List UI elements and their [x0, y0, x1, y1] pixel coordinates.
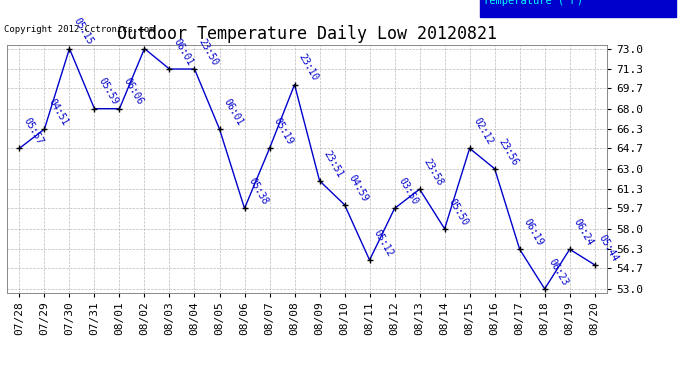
Text: 04:51: 04:51: [46, 97, 70, 127]
Text: 05:44: 05:44: [597, 232, 620, 263]
Text: Temperature (°F): Temperature (°F): [483, 0, 583, 6]
Text: 06:01: 06:01: [221, 97, 245, 127]
Text: 23:51: 23:51: [322, 148, 345, 179]
Text: 06:24: 06:24: [572, 217, 595, 248]
Text: 05:12: 05:12: [372, 228, 395, 258]
Text: 04:59: 04:59: [346, 172, 370, 203]
Text: 06:06: 06:06: [121, 76, 145, 107]
Text: 05:15: 05:15: [72, 16, 95, 47]
Text: 23:58: 23:58: [422, 157, 445, 188]
Text: 06:19: 06:19: [522, 217, 545, 248]
Text: 06:23: 06:23: [546, 256, 570, 287]
Text: Copyright 2012-Cctronics.com: Copyright 2012-Cctronics.com: [4, 25, 155, 34]
Text: 05:50: 05:50: [446, 196, 470, 227]
Text: 05:19: 05:19: [272, 116, 295, 147]
Text: 02:12: 02:12: [472, 116, 495, 147]
Text: 23:50: 23:50: [197, 37, 220, 67]
Text: 23:10: 23:10: [297, 53, 320, 83]
Text: 03:50: 03:50: [397, 176, 420, 207]
Text: 05:38: 05:38: [246, 176, 270, 207]
Text: 05:57: 05:57: [21, 116, 45, 147]
Text: 23:56: 23:56: [497, 136, 520, 167]
Text: 05:59: 05:59: [97, 76, 120, 107]
Text: 06:01: 06:01: [172, 37, 195, 67]
Title: Outdoor Temperature Daily Low 20120821: Outdoor Temperature Daily Low 20120821: [117, 26, 497, 44]
